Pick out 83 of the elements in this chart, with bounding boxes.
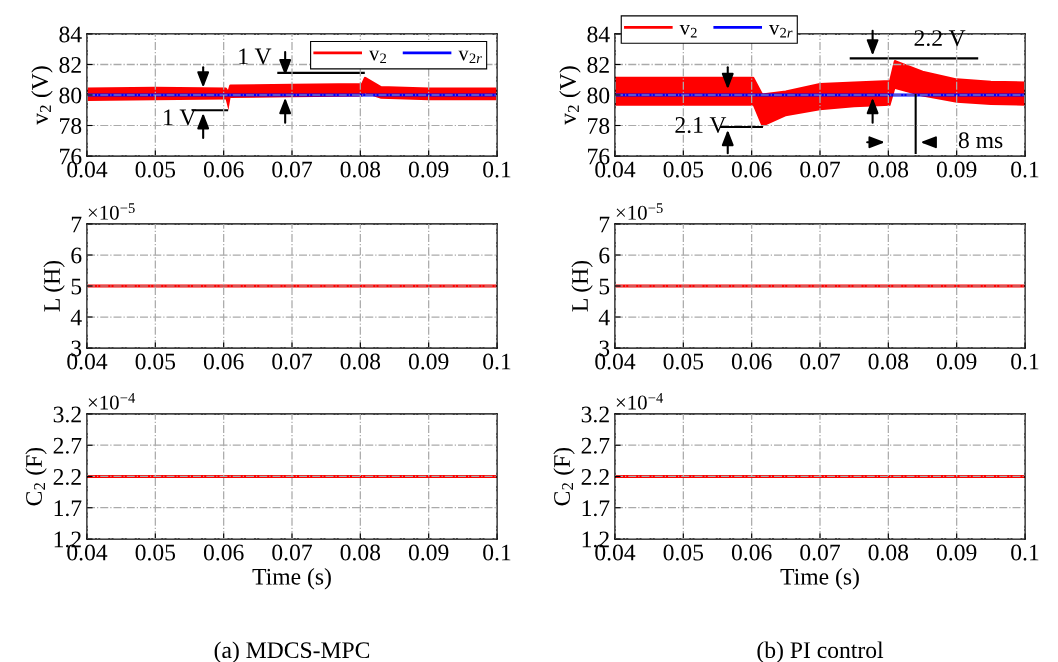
- legend-label: v$_{2}$: [368, 50, 387, 64]
- y-tick-label: 2.7: [53, 437, 82, 454]
- x-tick-label: 0.06: [203, 161, 244, 178]
- x-tick-label: 0.08: [340, 544, 381, 561]
- x-tick-label: 0.06: [731, 161, 772, 178]
- x-tick-label: 0.09: [408, 353, 449, 370]
- y-tick-label: 82: [59, 56, 81, 73]
- y-axis-title: v$_{2}$ (V): [31, 66, 53, 125]
- x-tick-label: 0.05: [135, 544, 176, 561]
- x-tick-label: 0.08: [868, 161, 909, 178]
- text: ×10$^{−4}$: [88, 393, 136, 410]
- x-tick-label: 0.07: [800, 161, 840, 178]
- x-tick-label: 0.06: [203, 353, 244, 370]
- y-axis-title: C$_{2}$ (F): [553, 447, 575, 506]
- y-axis-title: v$_{2}$ (V): [559, 66, 581, 125]
- y-tick-label: 1.7: [54, 500, 82, 517]
- x-tick-label: 0.09: [936, 544, 977, 561]
- x-tick-label: 0.07: [272, 161, 312, 178]
- y-tick-label: 6: [71, 247, 82, 264]
- text: ×10$^{−5}$: [616, 203, 663, 220]
- x-tick-label: 0.09: [936, 161, 977, 178]
- text: ×10$^{−4}$: [616, 393, 664, 410]
- y-tick-label: 7: [71, 216, 82, 233]
- y-axis-title: C$_{2}$ (F): [25, 447, 47, 506]
- y-tick-label: 4: [70, 309, 82, 326]
- text: (b) PI control: [757, 641, 884, 662]
- x-tick-label: 0.07: [272, 544, 312, 561]
- x-tick-label: 0.05: [135, 353, 176, 370]
- y-tick-label: 2.7: [581, 437, 610, 454]
- annotation: 8 ms: [958, 132, 1003, 149]
- y-tick-label: 78: [588, 117, 610, 134]
- annotation: 2.1 V: [675, 117, 727, 134]
- legend-label: v$_{2r}$: [768, 25, 793, 38]
- x-tick-label: 0.07: [800, 544, 840, 561]
- y-tick-label: 3.2: [53, 406, 81, 423]
- x-tick-label: 0.06: [203, 544, 244, 561]
- annotation: 1 V: [164, 109, 197, 126]
- annotation: 2.2 V: [914, 30, 966, 47]
- x-tick-label: 0.07: [800, 353, 840, 370]
- text: (a) MDCS-MPC: [214, 641, 370, 662]
- x-axis-title: Time (s): [780, 568, 859, 590]
- x-tick-label: 0.09: [408, 161, 449, 178]
- x-tick-label: 0.05: [135, 161, 176, 178]
- legend-label: v$_{2}$: [679, 25, 697, 38]
- legend-label: v$_{2r}$: [458, 50, 482, 64]
- y-tick-label: 5: [71, 278, 82, 295]
- y-tick-label: 2.2: [53, 469, 81, 486]
- y-tick-label: 84: [587, 26, 610, 43]
- x-tick-label: 0.1: [1011, 353, 1039, 370]
- x-tick-label: 0.05: [663, 353, 704, 370]
- x-tick-label: 0.1: [483, 544, 511, 561]
- x-axis-title: Time (s): [252, 568, 331, 590]
- annotation: 1 V: [239, 48, 272, 65]
- x-tick-label: 0.05: [663, 161, 704, 178]
- x-tick-label: 0.09: [408, 544, 449, 561]
- x-tick-label: 0.1: [483, 161, 511, 178]
- x-tick-label: 0.08: [340, 353, 381, 370]
- y-tick-label: 1.7: [582, 500, 610, 517]
- x-tick-label: 0.08: [868, 544, 909, 561]
- x-tick-label: 0.1: [483, 353, 511, 370]
- y-tick-label: 6: [599, 247, 610, 264]
- x-tick-label: 0.1: [1011, 161, 1039, 178]
- x-tick-label: 0.05: [663, 544, 704, 561]
- x-tick-label: 0.07: [272, 353, 312, 370]
- y-tick-label: 78: [60, 117, 82, 134]
- y-tick-label: 7: [599, 216, 610, 233]
- y-tick-label: 2.2: [581, 469, 609, 486]
- y-tick-label: 3.2: [581, 406, 609, 423]
- x-tick-label: 0.09: [936, 353, 977, 370]
- y-tick-label: 80: [59, 87, 82, 104]
- x-tick-label: 0.06: [731, 353, 772, 370]
- x-tick-label: 0.08: [868, 353, 909, 370]
- text: ×10$^{−5}$: [88, 203, 135, 220]
- y-tick-label: 84: [59, 26, 82, 43]
- y-axis-title: L (H): [43, 260, 65, 312]
- y-axis-title: L (H): [571, 260, 593, 312]
- x-tick-label: 0.1: [1011, 544, 1039, 561]
- y-tick-label: 80: [587, 87, 610, 104]
- x-tick-label: 0.06: [731, 544, 772, 561]
- y-tick-label: 82: [587, 56, 609, 73]
- x-tick-label: 0.08: [340, 161, 381, 178]
- y-tick-label: 5: [599, 278, 610, 295]
- y-tick-label: 4: [598, 309, 610, 326]
